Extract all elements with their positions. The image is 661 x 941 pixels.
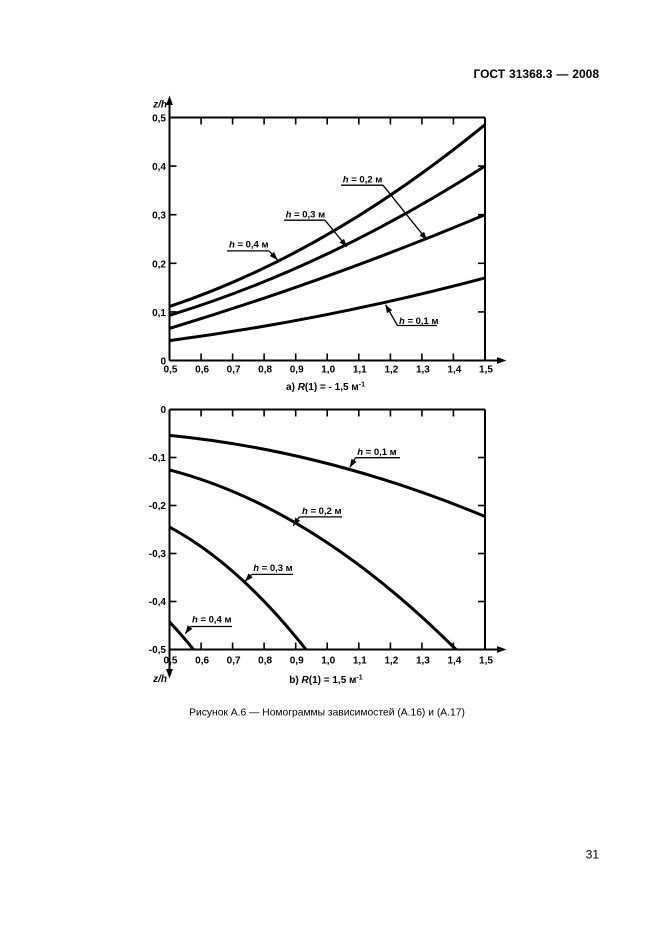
svg-text:0,8: 0,8 <box>258 656 272 667</box>
svg-text:-0,5: -0,5 <box>149 645 167 656</box>
svg-text:-0,3: -0,3 <box>149 549 167 560</box>
svg-text:1,4: 1,4 <box>447 365 461 376</box>
svg-text:0,5: 0,5 <box>164 365 178 376</box>
svg-text:0,9: 0,9 <box>290 365 304 376</box>
svg-text:0: 0 <box>160 405 166 416</box>
svg-text:1,5: 1,5 <box>479 365 493 376</box>
svg-text:0,7: 0,7 <box>227 656 241 667</box>
svg-text:0,5: 0,5 <box>152 114 166 125</box>
svg-text:h = 0,2 м: h = 0,2 м <box>302 506 342 517</box>
svg-text:h = 0,3 м: h = 0,3 м <box>253 563 293 574</box>
svg-text:1,2: 1,2 <box>384 365 398 376</box>
svg-text:1,2: 1,2 <box>384 656 398 667</box>
svg-text:b) R(1) = 1,5 м-1: b) R(1) = 1,5 м-1 <box>289 675 362 687</box>
svg-text:0,4: 0,4 <box>152 162 166 173</box>
svg-text:1,5: 1,5 <box>479 656 493 667</box>
svg-text:-0,2: -0,2 <box>149 501 167 512</box>
svg-text:h = 0,1 м: h = 0,1 м <box>399 316 439 327</box>
svg-text:0,9: 0,9 <box>290 656 304 667</box>
svg-text:h = 0,4 м: h = 0,4 м <box>192 615 232 626</box>
svg-text:1,1: 1,1 <box>353 656 367 667</box>
svg-text:h = 0,1 м: h = 0,1 м <box>357 447 397 458</box>
svg-text:0,2: 0,2 <box>152 259 166 270</box>
svg-text:0,3: 0,3 <box>152 211 166 222</box>
svg-text:0,5: 0,5 <box>164 656 178 667</box>
svg-text:а) R(1) = - 1,5 м-1: а) R(1) = - 1,5 м-1 <box>286 382 365 394</box>
svg-text:1,1: 1,1 <box>353 365 367 376</box>
svg-text:0: 0 <box>160 357 166 368</box>
svg-text:ГОСТ 31368.3 — 2008: ГОСТ 31368.3 — 2008 <box>473 67 599 81</box>
svg-text:0,8: 0,8 <box>258 365 272 376</box>
svg-text:0,1: 0,1 <box>152 308 166 319</box>
svg-text:1,4: 1,4 <box>447 656 461 667</box>
svg-text:h = 0,4 м: h = 0,4 м <box>229 240 269 251</box>
svg-text:h = 0,2 м: h = 0,2 м <box>343 175 383 186</box>
svg-text:1,0: 1,0 <box>321 656 335 667</box>
svg-text:1,0: 1,0 <box>321 365 335 376</box>
svg-text:-0,1: -0,1 <box>149 453 167 464</box>
svg-text:0,6: 0,6 <box>195 656 209 667</box>
svg-text:1,3: 1,3 <box>416 365 430 376</box>
svg-text:z/h: z/h <box>152 100 167 111</box>
svg-text:-0,4: -0,4 <box>149 597 167 608</box>
svg-text:1,3: 1,3 <box>416 656 430 667</box>
svg-text:Рисунок А.6 — Номограммы завис: Рисунок А.6 — Номограммы зависимостей (А… <box>189 708 465 719</box>
svg-text:h = 0,3 м: h = 0,3 м <box>286 210 326 221</box>
svg-text:0,6: 0,6 <box>195 365 209 376</box>
svg-text:z/h: z/h <box>152 674 167 685</box>
svg-text:0,7: 0,7 <box>227 365 241 376</box>
svg-text:31: 31 <box>586 848 600 862</box>
